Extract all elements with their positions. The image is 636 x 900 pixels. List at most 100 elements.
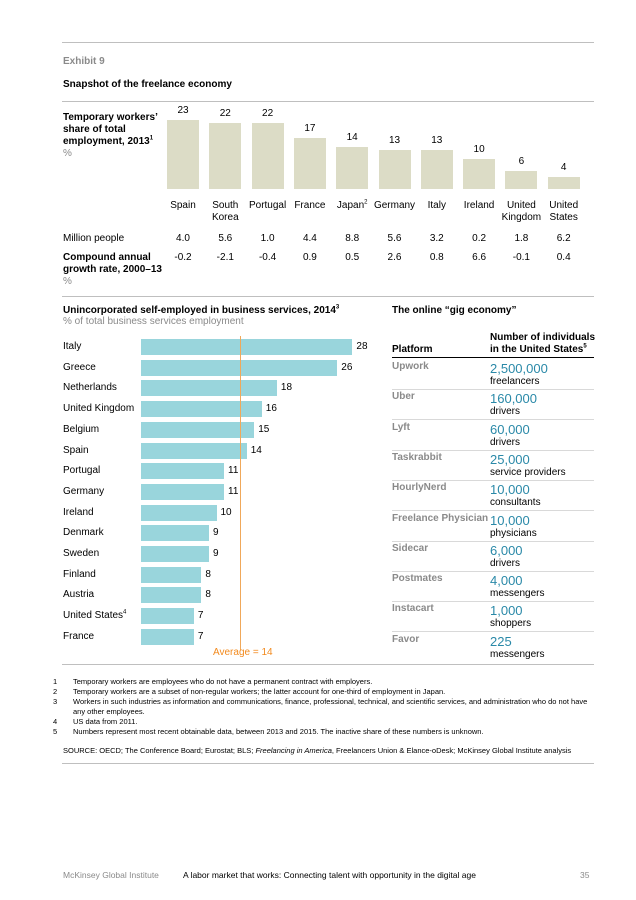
gig-unit-label: messengers bbox=[490, 648, 545, 660]
temp-bar bbox=[505, 171, 538, 189]
self-bar-value: 15 bbox=[258, 423, 270, 435]
temp-bar-value: 4 bbox=[560, 162, 567, 173]
self-bar bbox=[141, 359, 338, 376]
mid-rule bbox=[62, 296, 594, 297]
source-rule bbox=[62, 763, 594, 764]
self-bar-value: 14 bbox=[250, 444, 262, 456]
footnote-text: Temporary workers are a subset of non-re… bbox=[73, 687, 446, 696]
gig-col-count-sup: 5 bbox=[583, 343, 587, 350]
self-bar-value: 7 bbox=[197, 630, 204, 642]
gig-unit-label: drivers bbox=[490, 406, 521, 418]
average-label: Average = 14 bbox=[213, 647, 273, 658]
temp-country-label: United States bbox=[549, 200, 579, 223]
footnote-number: 5 bbox=[53, 727, 58, 736]
gig-platform-name: Uber bbox=[392, 391, 415, 403]
footnote: 4 US data from 2011. bbox=[53, 717, 593, 727]
self-bar-value: 18 bbox=[280, 382, 293, 394]
self-bar-value: 11 bbox=[228, 465, 239, 477]
self-country-label: Belgium bbox=[63, 423, 100, 435]
self-bar bbox=[141, 566, 202, 583]
temp-bar-value: 14 bbox=[346, 132, 358, 143]
self-bar-value: 8 bbox=[205, 589, 211, 601]
self-employed-title-text: Unincorporated self-employed in business… bbox=[63, 305, 336, 316]
self-bar bbox=[141, 380, 277, 397]
temp-country-label: Italy bbox=[427, 200, 446, 211]
footnote-text: Workers in such industries as informatio… bbox=[73, 697, 588, 716]
gig-number: 225 bbox=[490, 633, 512, 649]
footnote-text: Numbers represent most recent obtainable… bbox=[73, 727, 484, 736]
cagr-value: -2.1 bbox=[216, 252, 234, 263]
million-people-value: 5.6 bbox=[387, 233, 402, 244]
gig-unit-label: freelancers bbox=[490, 376, 540, 387]
cagr-value: 0.5 bbox=[345, 252, 360, 263]
self-country-label: France bbox=[63, 630, 95, 642]
gig-number: 6,000 bbox=[490, 542, 523, 558]
cagr-label-text: Compound annual growth rate, 2000–13 bbox=[63, 252, 162, 275]
footnote: 5 Numbers represent most recent obtainabl… bbox=[53, 727, 593, 737]
footnote: 1 Temporary workers are employees who do … bbox=[53, 677, 593, 687]
gig-title: The online “gig economy” bbox=[392, 305, 517, 316]
footnote-number: 1 bbox=[53, 677, 58, 686]
cagr-value: 6.6 bbox=[472, 252, 487, 263]
temp-workers-unit: % bbox=[63, 148, 72, 159]
temp-country-label: Japan2 bbox=[336, 199, 368, 211]
gig-platform-name: Instacart bbox=[392, 603, 434, 615]
self-bar-value: 8 bbox=[205, 568, 211, 580]
self-country-label: United Kingdom bbox=[63, 403, 135, 415]
self-country-label: Spain bbox=[63, 444, 89, 456]
temp-bar bbox=[251, 123, 284, 189]
gig-row-rule bbox=[392, 570, 594, 572]
gig-number: 4,000 bbox=[490, 573, 523, 589]
footnote-rule bbox=[62, 664, 594, 665]
temp-bar bbox=[167, 120, 199, 189]
cagr-unit: % bbox=[63, 276, 72, 287]
self-bar bbox=[141, 587, 202, 604]
self-bar bbox=[141, 628, 194, 645]
gig-platform-name: Favor bbox=[392, 633, 420, 645]
temp-bar bbox=[420, 150, 453, 189]
temp-bar-value: 23 bbox=[177, 105, 189, 116]
temp-bar-value: 22 bbox=[262, 108, 274, 119]
source-prefix: SOURCE: OECD; The Conference Board; Euro… bbox=[63, 746, 256, 755]
source-line: SOURCE: OECD; The Conference Board; Euro… bbox=[63, 746, 571, 756]
self-employed-subtitle: % of total business services employment bbox=[63, 316, 244, 327]
temp-bar bbox=[209, 123, 242, 189]
source-italic: Freelancing in America bbox=[255, 746, 332, 755]
self-bar-value: 28 bbox=[356, 341, 368, 352]
self-country-label: Italy bbox=[63, 341, 82, 352]
cagr-value: 2.6 bbox=[387, 252, 402, 263]
self-bar bbox=[141, 608, 194, 625]
self-bar bbox=[141, 339, 353, 355]
self-country-label: Finland bbox=[63, 568, 96, 580]
self-country-label: Netherlands bbox=[63, 382, 117, 394]
cagr-value: -0.4 bbox=[258, 252, 277, 263]
temp-bar-value: 22 bbox=[219, 108, 231, 119]
gig-col-count: Number of individuals in the United Stat… bbox=[490, 332, 600, 356]
gig-row-rule bbox=[392, 540, 594, 542]
gig-row-rule bbox=[392, 479, 594, 481]
gig-platform-name: Sidecar bbox=[392, 542, 429, 554]
self-bar bbox=[141, 442, 247, 459]
footnote-text: Temporary workers are employees who do n… bbox=[73, 677, 373, 686]
self-country-label: United States4 bbox=[63, 609, 127, 622]
gig-unit-label: drivers bbox=[490, 557, 521, 569]
self-country-label: Portugal bbox=[63, 465, 101, 477]
million-people-value: 4.0 bbox=[176, 233, 190, 244]
footer-page-number: 35 bbox=[580, 870, 590, 880]
gig-number: 10,000 bbox=[490, 482, 530, 498]
gig-unit-label: service providers bbox=[490, 466, 566, 478]
million-people-value: 8.8 bbox=[345, 233, 360, 244]
gig-row-rule bbox=[392, 510, 594, 512]
million-people-value: 1.8 bbox=[514, 233, 529, 244]
self-bar bbox=[141, 483, 225, 500]
self-bar-value: 10 bbox=[220, 506, 232, 518]
gig-number: 2,500,000 bbox=[490, 361, 548, 376]
gig-row-rule bbox=[392, 601, 594, 603]
gig-unit-label: shoppers bbox=[490, 618, 532, 630]
temp-country-label: South Korea bbox=[211, 200, 239, 223]
self-employed-title: Unincorporated self-employed in business… bbox=[63, 305, 339, 316]
gig-unit-label: physicians bbox=[490, 527, 537, 539]
gig-number: 10,000 bbox=[490, 512, 530, 528]
footnote-number: 2 bbox=[53, 687, 58, 696]
exhibit-label: Exhibit 9 bbox=[63, 56, 105, 67]
